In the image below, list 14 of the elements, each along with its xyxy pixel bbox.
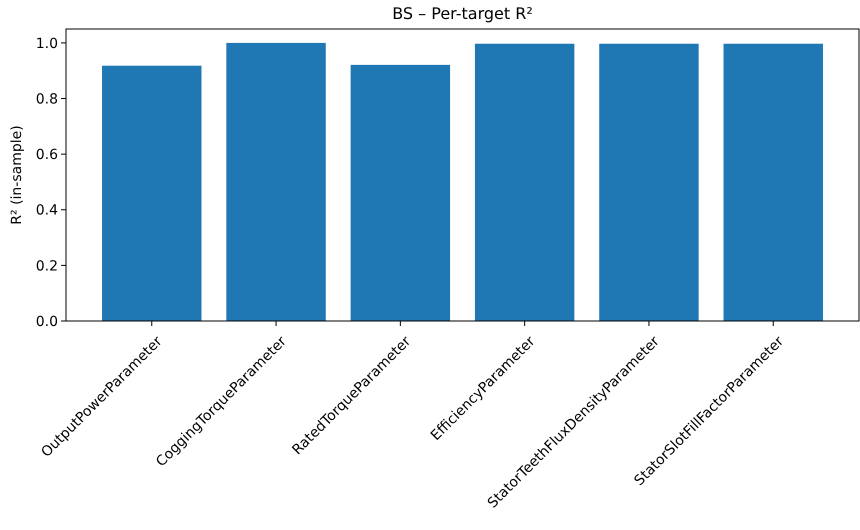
y-tick-label: 0.6	[36, 147, 58, 164]
y-tick-label: 0.0	[36, 314, 58, 330]
bar	[350, 64, 450, 321]
chart-title: BS – Per-target R²	[392, 4, 533, 23]
y-tick-label: 0.8	[36, 91, 58, 108]
bar	[599, 44, 699, 321]
y-tick-label: 1.0	[36, 36, 58, 52]
bar	[724, 44, 823, 321]
y-tick-label: 0.4	[36, 202, 58, 219]
bar	[226, 42, 326, 321]
y-axis-title: R² (in-sample)	[9, 125, 25, 225]
bar	[102, 66, 202, 321]
bar	[474, 44, 574, 321]
y-tick-label: 0.2	[36, 258, 58, 274]
